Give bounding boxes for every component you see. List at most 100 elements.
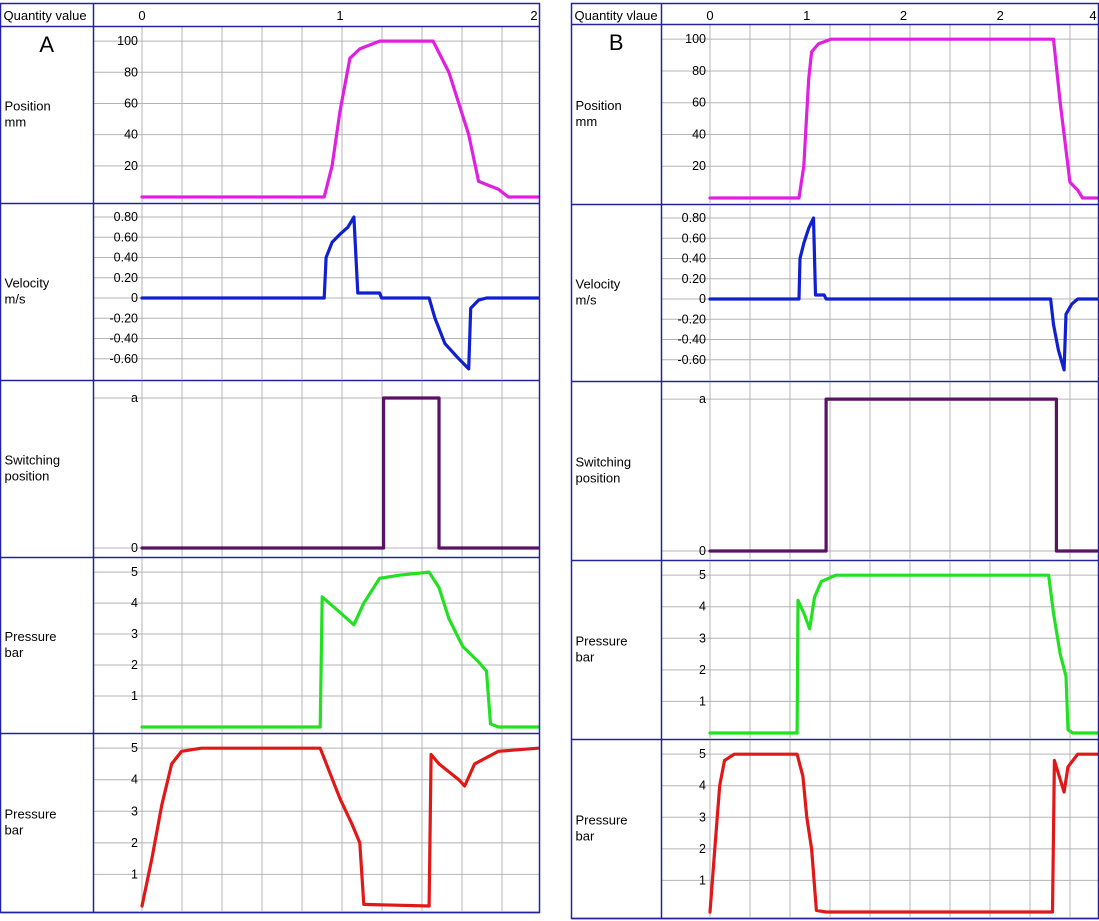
row-label: m/s	[5, 292, 26, 307]
y-tick-label: 1	[699, 873, 706, 887]
y-tick-label: 2	[699, 842, 706, 856]
panel-frame	[570, 2, 1099, 920]
panel-letter: B	[609, 30, 624, 55]
y-tick-label: 40	[124, 128, 138, 142]
y-tick-label: 3	[131, 804, 138, 818]
x-tick-label: 1	[336, 8, 343, 23]
row-label: bar	[576, 650, 595, 665]
y-tick-label: 60	[692, 96, 706, 110]
series-line-velocity	[708, 216, 1099, 372]
y-tick-label: 20	[124, 159, 138, 173]
y-tick-label: 4	[699, 779, 706, 793]
x-tick-label: 0	[138, 8, 145, 23]
y-tick-label: 0.20	[114, 271, 138, 285]
row-label: Position	[576, 98, 622, 113]
y-tick-label: 40	[692, 127, 706, 141]
y-tick-label: -0.60	[678, 353, 707, 367]
quantity-value-header: Quantity vlaue	[575, 8, 658, 23]
panel-b: Quantity vlaue 0 1 2 2 420406080100Positionmm…	[570, 2, 1099, 920]
y-tick-label: 3	[699, 631, 706, 645]
series-line-velocity	[140, 215, 540, 371]
row-label: Position	[5, 99, 51, 114]
row-label: mm	[576, 114, 598, 129]
row-label: Velocity	[576, 277, 621, 292]
x-tick-label: 4	[1089, 8, 1096, 23]
y-tick-label: 60	[124, 96, 138, 110]
y-tick-label: 2	[131, 658, 138, 672]
x-tick-label: 0	[706, 8, 713, 23]
y-tick-label: 0.60	[682, 231, 706, 245]
y-tick-label: 1	[131, 689, 138, 703]
y-tick-label: -0.40	[678, 333, 707, 347]
row-velocity: 0.80 0.60 0.40 0.20 0 -0.20 -0.40 -0.60 Velocity…	[576, 205, 1099, 380]
y-tick-label: 20	[692, 159, 706, 173]
quantity-value-header: Quantity value	[4, 8, 87, 23]
row-label: Pressure	[576, 634, 628, 649]
row-label: mm	[5, 115, 27, 130]
series-line-pressure1	[708, 573, 1099, 735]
series-line-position	[140, 39, 540, 199]
x-tick-label: 1	[803, 8, 810, 23]
series-line-pressure2	[708, 752, 1099, 914]
row-label: Pressure	[5, 629, 57, 644]
row-label: Pressure	[5, 807, 57, 822]
y-tick-label: -0.20	[110, 311, 139, 325]
series-line-pressure2	[140, 746, 540, 908]
series-line-position	[708, 37, 1099, 200]
y-tick-label: 4	[699, 600, 706, 614]
series-line-pressure1	[140, 570, 540, 729]
row-label: bar	[576, 829, 595, 844]
panel-letter: A	[39, 32, 54, 57]
row-velocity: 0.80 0.60 0.40 0.20 0 -0.20 -0.40 -0.60 Velocity…	[5, 204, 540, 379]
y-tick-label: a	[699, 392, 706, 406]
y-tick-label: 5	[699, 568, 706, 582]
panel-a: Quantity value 0 1 220406080100Positionmm0.…	[0, 2, 541, 914]
series-line-switching	[140, 396, 540, 550]
row-label: Pressure	[576, 813, 628, 828]
row-label: m/s	[576, 293, 597, 308]
y-tick-label: 0.40	[682, 252, 706, 266]
y-tick-label: -0.20	[678, 312, 707, 326]
y-tick-label: 0.20	[682, 272, 706, 286]
y-tick-label: 5	[699, 747, 706, 761]
row-label: Switching	[5, 453, 61, 468]
row-label: position	[576, 471, 621, 486]
row-label: Velocity	[5, 276, 50, 291]
y-tick-label: 80	[692, 64, 706, 78]
y-tick-label: 4	[131, 596, 138, 610]
y-tick-label: 100	[685, 32, 706, 46]
x-tick-label: 2	[530, 8, 537, 23]
y-tick-label: 0.80	[114, 210, 138, 224]
y-tick-label: 3	[131, 627, 138, 641]
y-tick-label: 1	[699, 694, 706, 708]
y-tick-label: -0.60	[110, 352, 139, 366]
y-tick-label: 5	[131, 741, 138, 755]
y-tick-label: 0.80	[682, 211, 706, 225]
y-tick-label: 0	[699, 292, 706, 306]
y-tick-label: -0.40	[110, 332, 139, 346]
panel-frame	[0, 2, 541, 914]
y-tick-label: 0.60	[114, 230, 138, 244]
y-tick-label: 100	[117, 34, 138, 48]
y-tick-label: 3	[699, 810, 706, 824]
y-tick-label: 0.40	[114, 251, 138, 265]
y-tick-label: a	[131, 391, 138, 405]
row-label: Switching	[576, 455, 632, 470]
y-tick-label: 1	[131, 867, 138, 881]
y-tick-label: 80	[124, 65, 138, 79]
y-tick-label: 0	[131, 541, 138, 555]
y-tick-label: 5	[131, 565, 138, 579]
row-label: position	[5, 469, 50, 484]
y-tick-label: 2	[699, 663, 706, 677]
series-line-switching	[708, 397, 1099, 553]
y-tick-label: 2	[131, 836, 138, 850]
